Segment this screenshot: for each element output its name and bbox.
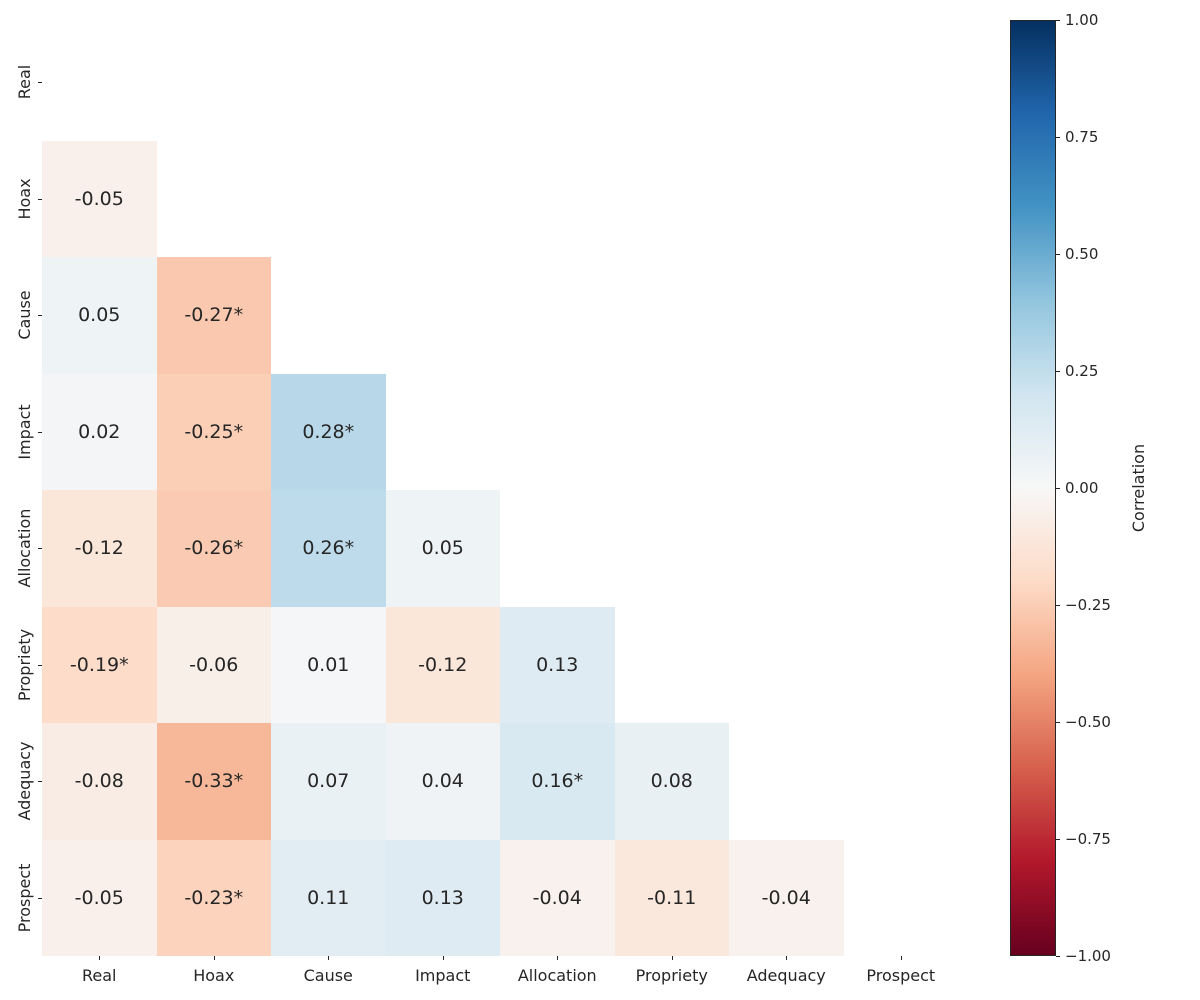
heatmap-grid: -0.05 0.05 -0.27* 0.02 -0.25* 0.28* -0.12 -0.26… xyxy=(42,24,958,956)
heatmap-cell: -0.08 xyxy=(42,723,157,840)
x-axis-tick xyxy=(442,956,444,960)
heatmap-cell: 0.11 xyxy=(271,839,386,956)
heatmap-cell: -0.05 xyxy=(42,140,157,257)
colorbar-tick-label: −0.75 xyxy=(1065,830,1111,848)
x-axis-tick xyxy=(557,956,559,960)
y-axis-label: Prospect xyxy=(15,863,34,933)
colorbar-tick xyxy=(1056,488,1060,489)
heatmap-cell: -0.26* xyxy=(156,490,271,607)
heatmap-cell: 0.01 xyxy=(271,606,386,723)
y-axis-tick xyxy=(38,897,42,899)
y-axis-tick xyxy=(38,431,42,433)
heatmap-cell: -0.19* xyxy=(42,606,157,723)
colorbar-tick xyxy=(1056,605,1060,606)
heatmap-cell: 0.07 xyxy=(271,723,386,840)
y-axis-tick xyxy=(38,664,42,666)
x-axis-label: Cause xyxy=(303,966,353,985)
heatmap-cell: 0.05 xyxy=(42,257,157,374)
x-axis-label: Propriety xyxy=(635,966,708,985)
y-axis-label: Adequacy xyxy=(15,741,34,821)
heatmap-cell: -0.04 xyxy=(500,839,615,956)
heatmap-cell: -0.12 xyxy=(42,490,157,607)
x-axis-label: Hoax xyxy=(193,966,235,985)
y-axis-labels: Real Hoax Cause Impact Allocation Propriety Ad… xyxy=(0,24,42,956)
x-axis-tick xyxy=(671,956,673,960)
y-axis-label: Allocation xyxy=(15,508,34,588)
colorbar-tick xyxy=(1056,839,1060,840)
heatmap-cell: 0.02 xyxy=(42,373,157,490)
colorbar-tick-label: 0.25 xyxy=(1065,362,1099,380)
heatmap-cell: -0.23* xyxy=(156,839,271,956)
colorbar-ticks: 1.00 0.75 0.50 0.25 0.00 −0.25 −0.50 −0.75 −1.00 xyxy=(1056,11,1136,965)
y-axis-label: Real xyxy=(15,65,34,100)
colorbar-tick xyxy=(1056,137,1060,138)
colorbar-tick-label: 1.00 xyxy=(1065,11,1099,29)
colorbar-tick xyxy=(1056,371,1060,372)
y-axis-tick xyxy=(38,781,42,783)
x-axis-tick xyxy=(786,956,788,960)
heatmap-cell: 0.13 xyxy=(385,839,500,956)
y-axis-label: Hoax xyxy=(15,178,34,220)
heatmap-cell: 0.13 xyxy=(500,606,615,723)
colorbar-tick-label: 0.50 xyxy=(1065,245,1099,263)
colorbar-tick-label: −0.50 xyxy=(1065,713,1111,731)
colorbar-tick xyxy=(1056,20,1060,21)
x-axis-label: Real xyxy=(82,966,117,985)
heatmap-cell: -0.05 xyxy=(42,839,157,956)
heatmap-cell: -0.12 xyxy=(385,606,500,723)
y-axis-tick xyxy=(38,82,42,84)
x-axis-tick xyxy=(213,956,215,960)
y-axis-tick xyxy=(38,548,42,550)
y-axis-tick xyxy=(38,315,42,317)
heatmap-cell: -0.25* xyxy=(156,373,271,490)
heatmap-cell: -0.04 xyxy=(729,839,844,956)
heatmap-cell: 0.28* xyxy=(271,373,386,490)
colorbar-tick-label: −1.00 xyxy=(1065,947,1111,965)
heatmap-cell: 0.08 xyxy=(614,723,729,840)
heatmap-cell: 0.04 xyxy=(385,723,500,840)
colorbar-tick xyxy=(1056,722,1060,723)
x-axis-tick xyxy=(900,956,902,960)
x-axis-label: Allocation xyxy=(517,966,597,985)
x-axis-label: Impact xyxy=(415,966,471,985)
heatmap-cell: 0.16* xyxy=(500,723,615,840)
x-axis-labels: Real Hoax Cause Impact Allocation Propriety Ad… xyxy=(42,956,958,1000)
colorbar-tick-label: 0.75 xyxy=(1065,128,1099,146)
heatmap-plot: -0.05 0.05 -0.27* 0.02 -0.25* 0.28* -0.12 -0.26… xyxy=(15,24,958,985)
colorbar-tick xyxy=(1056,956,1060,957)
x-axis-label: Adequacy xyxy=(746,966,826,985)
heatmap-cell: 0.05 xyxy=(385,490,500,607)
y-axis-label: Impact xyxy=(15,404,34,460)
heatmap-cell: -0.06 xyxy=(156,606,271,723)
colorbar-tick xyxy=(1056,254,1060,255)
y-axis-label: Propriety xyxy=(15,628,34,701)
x-axis-tick xyxy=(328,956,330,960)
heatmap-cell: 0.26* xyxy=(271,490,386,607)
colorbar-label: Correlation xyxy=(1129,443,1148,533)
y-axis-label: Cause xyxy=(15,290,34,340)
y-axis-tick xyxy=(38,198,42,200)
colorbar-gradient xyxy=(1010,20,1056,956)
colorbar-tick-label: 0.00 xyxy=(1065,479,1099,497)
heatmap-cell: -0.27* xyxy=(156,257,271,374)
x-axis-label: Prospect xyxy=(866,966,936,985)
heatmap-cell: -0.33* xyxy=(156,723,271,840)
x-axis-tick xyxy=(99,956,101,960)
colorbar-tick-label: −0.25 xyxy=(1065,596,1111,614)
heatmap-cell: -0.11 xyxy=(614,839,729,956)
colorbar: 1.00 0.75 0.50 0.25 0.00 −0.25 −0.50 −0.75 −1.00 xyxy=(1010,11,1111,965)
